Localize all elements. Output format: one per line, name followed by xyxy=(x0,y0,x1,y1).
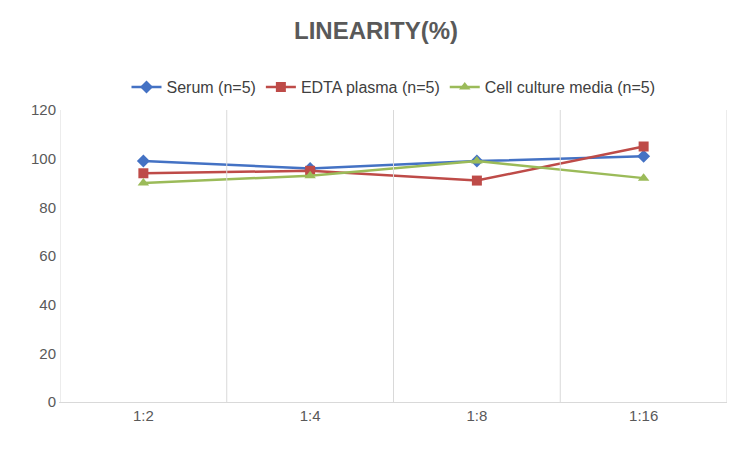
svg-text:60: 60 xyxy=(39,247,56,264)
svg-text:1:2: 1:2 xyxy=(133,407,154,424)
svg-text:Cell culture media (n=5): Cell culture media (n=5) xyxy=(485,79,655,96)
svg-text:120: 120 xyxy=(31,101,56,118)
svg-text:LINEARITY(%): LINEARITY(%) xyxy=(294,17,458,44)
svg-text:1:4: 1:4 xyxy=(300,407,321,424)
svg-text:1:8: 1:8 xyxy=(466,407,487,424)
svg-text:40: 40 xyxy=(39,296,56,313)
svg-text:EDTA plasma (n=5): EDTA plasma (n=5) xyxy=(301,79,440,96)
svg-text:100: 100 xyxy=(31,150,56,167)
svg-text:1:16: 1:16 xyxy=(629,407,658,424)
svg-text:0: 0 xyxy=(48,393,56,410)
svg-text:80: 80 xyxy=(39,199,56,216)
svg-text:Serum (n=5): Serum (n=5) xyxy=(167,79,256,96)
svg-text:20: 20 xyxy=(39,345,56,362)
